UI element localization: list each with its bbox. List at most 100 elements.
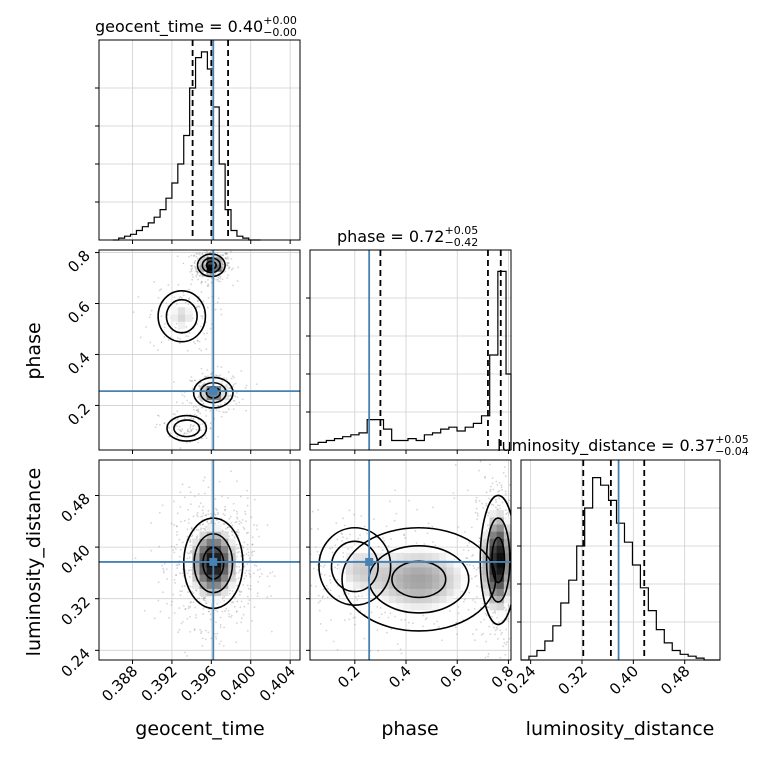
sample-point [485, 491, 488, 494]
sample-point [201, 372, 204, 375]
sample-point [216, 365, 219, 368]
density-cell [403, 602, 411, 611]
sample-point [513, 615, 515, 617]
sample-point [308, 548, 310, 550]
contour [157, 289, 207, 343]
sample-point [248, 569, 251, 572]
sample-point [208, 610, 210, 613]
sample-point [168, 616, 170, 619]
sample-point [306, 502, 308, 504]
sample-point [199, 274, 202, 277]
sample-point [244, 513, 247, 515]
sample-point [223, 600, 226, 602]
sample-point [479, 621, 482, 624]
sample-point [483, 618, 486, 621]
sample-point [454, 626, 457, 629]
sample-point [207, 375, 209, 378]
density-cell [432, 560, 440, 568]
density-cell [496, 538, 505, 547]
title-luminosity-distance: luminosity_distance = 0.37+0.05 −0.04 [497, 433, 749, 458]
sample-point [215, 255, 218, 258]
density-cell [403, 545, 411, 554]
sample-point [236, 396, 239, 399]
sample-point [172, 593, 175, 596]
sample-point [203, 527, 206, 530]
sample-point [431, 506, 434, 509]
sample-point [242, 583, 245, 586]
sample-point [190, 268, 193, 271]
density-cell [199, 531, 207, 539]
sample-point [196, 323, 199, 326]
sample-point [228, 394, 230, 397]
sample-point [498, 497, 501, 500]
density-cell [432, 595, 440, 604]
density-cell [345, 560, 354, 568]
sample-point [227, 408, 230, 411]
sample-point [495, 693, 497, 695]
sample-point [176, 410, 179, 413]
density-cell [489, 581, 497, 589]
sample-point [235, 565, 238, 568]
sample-point [472, 398, 474, 400]
sample-point [482, 632, 485, 635]
sample-point [235, 622, 238, 624]
sample-point [201, 275, 204, 278]
density-cell [345, 581, 354, 589]
sample-point [338, 595, 341, 598]
sample-point [198, 252, 201, 255]
sample-point [514, 526, 516, 528]
sample-point [330, 618, 332, 621]
sample-point [232, 408, 235, 411]
sample-point [357, 595, 360, 597]
density-cell [453, 567, 462, 575]
sample-point [316, 564, 319, 566]
density-cell [489, 510, 497, 518]
sample-point [244, 386, 247, 389]
sample-point [501, 489, 503, 491]
sample-point [196, 409, 199, 412]
sample-point [239, 495, 242, 498]
sample-point [197, 300, 199, 303]
density-cell [374, 574, 383, 582]
density-cell [388, 588, 397, 597]
histogram-phase [309, 270, 512, 450]
sample-point [228, 592, 231, 595]
density-cell [496, 531, 505, 539]
sample-point [334, 566, 336, 569]
sample-point [203, 662, 205, 664]
density-cell [432, 581, 440, 589]
density-cell [206, 264, 215, 272]
sample-point [191, 278, 194, 281]
sample-point [249, 573, 251, 576]
sample-point [180, 622, 183, 625]
density-cell [221, 538, 229, 547]
sample-point [247, 554, 250, 557]
sample-point [240, 617, 243, 619]
sample-point [223, 523, 226, 525]
sample-point [504, 653, 507, 656]
sample-point [500, 661, 502, 663]
sample-point [323, 564, 326, 567]
sample-point [337, 564, 339, 566]
sample-point [491, 615, 493, 618]
sample-point [190, 550, 193, 552]
sample-point [215, 635, 217, 638]
sample-point [201, 406, 204, 409]
sample-point [493, 663, 495, 665]
sample-point [196, 270, 199, 273]
sample-point [209, 251, 212, 254]
sample-point [208, 522, 210, 525]
sample-point [185, 335, 187, 337]
sample-point [176, 564, 179, 566]
sample-point [228, 535, 231, 538]
sample-point [150, 521, 152, 524]
density-cell [424, 602, 433, 611]
sample-point [245, 569, 248, 572]
sample-point [203, 425, 206, 428]
density-cell [360, 545, 368, 554]
sample-point [196, 339, 199, 342]
sample-point [163, 326, 166, 329]
sample-point [221, 596, 224, 599]
sample-point [162, 571, 165, 574]
